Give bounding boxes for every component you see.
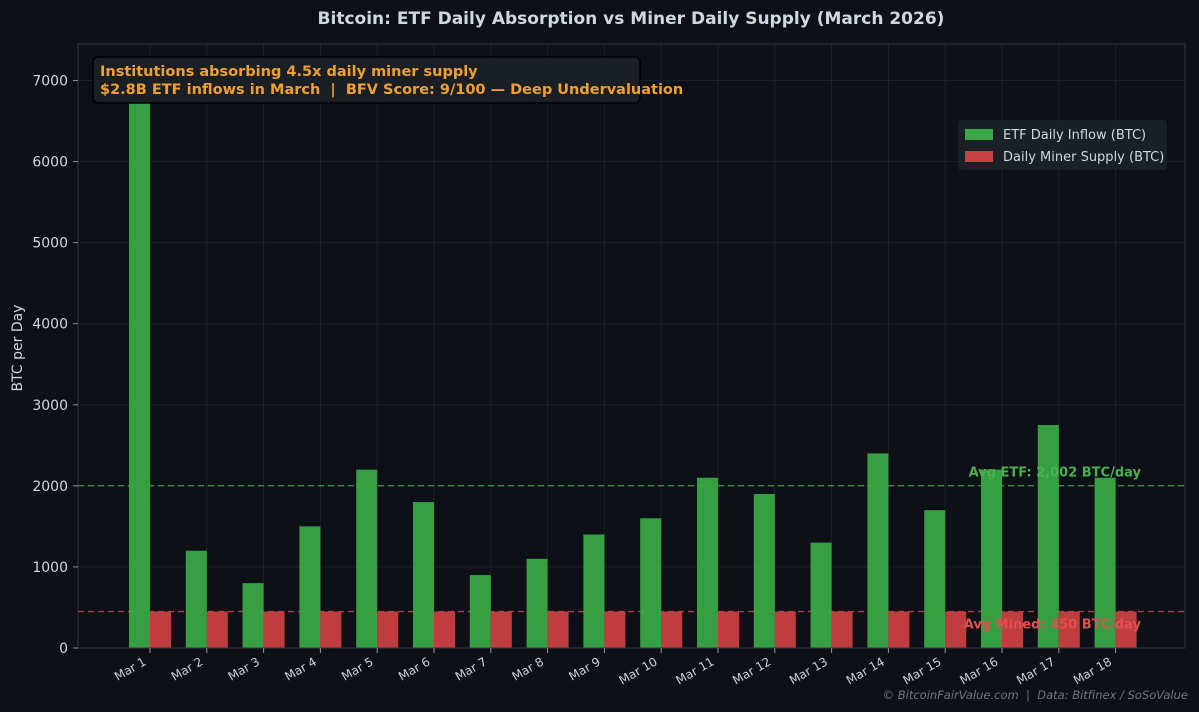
plot-frame (77, 43, 1186, 649)
bar-miner-supply (718, 611, 739, 648)
bar-etf-inflow (526, 558, 548, 648)
bar-miner-supply (1002, 611, 1023, 648)
avg-etf-label: Avg ETF: 2,002 BTC/day (969, 466, 1142, 481)
bar-etf-inflow (753, 493, 775, 648)
bar-etf-inflow (1037, 425, 1059, 648)
bar-miner-supply (661, 611, 683, 648)
y-axis-label: BTC per Day (10, 305, 26, 392)
bar-miner-supply (434, 611, 455, 648)
bar-etf-inflow (413, 502, 434, 648)
bar-miner-supply (263, 611, 285, 648)
bar-miner-supply (604, 611, 626, 648)
y-tick-label: 7000 (32, 73, 68, 89)
x-tick-label: Mar 15 (901, 654, 944, 687)
bar-miner-supply (774, 611, 796, 648)
annotation-line-1: Institutions absorbing 4.5x daily miner … (100, 64, 478, 80)
y-tick-label: 1000 (32, 560, 68, 576)
y-tick-label: 3000 (32, 398, 68, 414)
legend-label-etf: ETF Daily Inflow (BTC) (1003, 128, 1146, 143)
x-tick-label: Mar 12 (730, 654, 773, 687)
legend-swatch-etf (965, 129, 993, 140)
bar-miner-supply (206, 611, 228, 648)
x-tick-label: Mar 17 (1014, 654, 1057, 687)
bar-miner-supply (150, 611, 171, 648)
x-tick-label: Mar 16 (957, 654, 1000, 687)
annotation-box: Institutions absorbing 4.5x daily miner … (92, 56, 683, 104)
legend-label-miner: Daily Miner Supply (BTC) (1003, 150, 1164, 165)
y-tick-label: 2000 (32, 479, 68, 495)
legend-background (958, 120, 1167, 170)
x-tick-label: Mar 9 (566, 654, 603, 683)
bar-etf-inflow (242, 583, 264, 648)
bar-etf-inflow (129, 100, 150, 648)
x-tick-label: Mar 18 (1071, 654, 1114, 687)
bar-etf-inflow (697, 477, 718, 648)
x-tick-label: Mar 1 (112, 654, 149, 683)
bar-etf-inflow (981, 469, 1002, 648)
bar-miner-supply (547, 611, 569, 648)
bar-etf-inflow (299, 526, 321, 648)
y-tick-label: 5000 (32, 236, 68, 252)
bar-etf-inflow (640, 518, 662, 648)
legend: ETF Daily Inflow (BTC) Daily Miner Suppl… (958, 120, 1167, 170)
bar-etf-inflow (867, 453, 889, 648)
avg-mined-label: Avg Mined: 450 BTC/day (964, 618, 1142, 633)
bar-miner-supply (888, 611, 910, 648)
annotation-line-2: $2.8B ETF inflows in March | BFV Score: … (100, 82, 683, 98)
bar-etf-inflow (924, 510, 946, 648)
bar-etf-inflow (185, 550, 207, 648)
x-tick-label: Mar 14 (844, 654, 887, 687)
bar-etf-inflow (356, 469, 378, 648)
bar-etf-inflow (810, 542, 832, 648)
x-tick-label: Mar 3 (226, 654, 263, 683)
bar-etf-inflow (469, 575, 491, 648)
x-tick-label: Mar 4 (282, 654, 319, 683)
legend-swatch-miner (965, 151, 993, 162)
x-tick-label: Mar 5 (339, 654, 376, 683)
annotation-background (92, 56, 641, 104)
footer-credit: © BitcoinFairValue.com | Data: Bitfinex … (883, 688, 1188, 702)
bar-miner-supply (490, 611, 512, 648)
y-tick-label: 6000 (32, 155, 68, 171)
bar-miner-supply (377, 611, 399, 648)
bar-miner-supply (1058, 611, 1080, 648)
x-tick-label: Mar 10 (617, 654, 660, 687)
chart-title: Bitcoin: ETF Daily Absorption vs Miner D… (318, 9, 945, 29)
x-tick-label: Mar 8 (510, 654, 547, 683)
bar-miner-supply (320, 611, 342, 648)
bar-layer (129, 100, 1137, 648)
bar-miner-supply (831, 611, 853, 648)
x-tick-label: Mar 2 (169, 654, 206, 683)
bar-etf-inflow (1094, 477, 1116, 648)
y-tick-label: 0 (59, 641, 68, 657)
x-tick-label: Mar 13 (787, 654, 830, 687)
x-tick-label: Mar 6 (396, 654, 433, 683)
x-tick-label: Mar 11 (673, 654, 716, 687)
bar-miner-supply (1115, 611, 1137, 648)
y-tick-label: 4000 (32, 317, 68, 333)
x-tick-label: Mar 7 (453, 654, 490, 683)
bar-miner-supply (945, 611, 967, 648)
bar-etf-inflow (583, 534, 605, 648)
